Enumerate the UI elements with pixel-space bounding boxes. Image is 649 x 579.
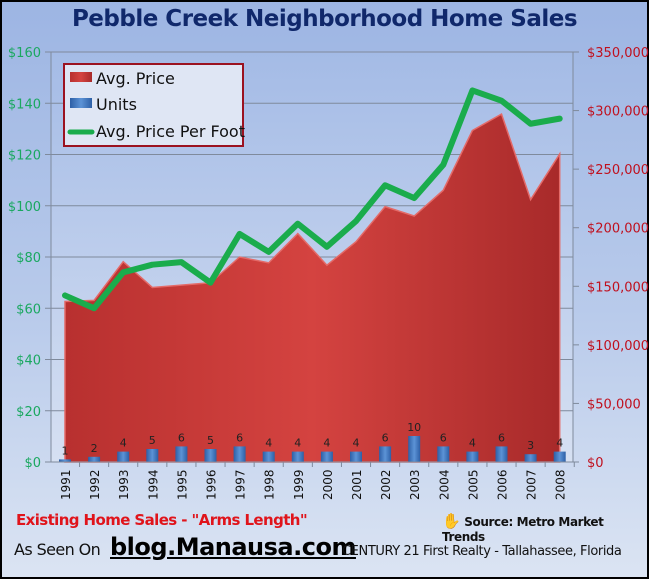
left-axis-tick: $40 [16, 354, 41, 369]
units-bar [146, 449, 159, 462]
x-axis-tick: 1992 [88, 469, 102, 500]
units-bar [59, 459, 71, 462]
x-axis-tick: 1993 [117, 469, 131, 500]
units-label: 2 [91, 442, 98, 455]
units-bar [350, 451, 362, 462]
units-bar [320, 451, 333, 462]
units-bar [553, 451, 566, 462]
x-axis-tick: 2005 [466, 469, 480, 500]
sales-note: Existing Home Sales - "Arms Length" [16, 511, 308, 529]
units-label: 4 [556, 437, 563, 450]
units-bar [437, 446, 450, 462]
left-axis-tick: $100 [8, 200, 41, 215]
x-axis-tick: 1996 [205, 469, 219, 500]
right-axis-tick: $50,000 [587, 397, 641, 412]
x-axis-tick: 2001 [350, 469, 364, 500]
units-label: 5 [149, 434, 156, 447]
units-label: 4 [469, 437, 476, 450]
units-bar [524, 454, 537, 462]
x-axis-tick: 1999 [292, 469, 306, 500]
units-label: 6 [178, 431, 185, 444]
right-axis-tick: $200,000 [587, 222, 649, 237]
left-axis-tick: $80 [16, 251, 41, 266]
x-axis-tick: 2004 [437, 469, 451, 500]
units-bar [117, 451, 130, 462]
units-bar [204, 449, 217, 462]
units-bar [175, 446, 188, 462]
hand-icon: ✋ [442, 512, 461, 530]
units-label: 4 [294, 437, 301, 450]
left-axis-tick: $0 [24, 456, 41, 471]
x-axis-tick: 2007 [525, 469, 539, 500]
left-axis-tick: $160 [8, 46, 41, 61]
units-label: 6 [440, 431, 447, 444]
units-bars: 1 2 4 5 6 5 6 4 4 4 4 6 10 6 4 6 3 4 [59, 421, 566, 462]
x-axis-tick: 1998 [263, 469, 277, 500]
x-axis-tick: 1997 [234, 469, 248, 500]
right-axis-tick: $0 [587, 456, 604, 471]
as-seen-on: As Seen On [14, 540, 101, 559]
units-label: 6 [236, 431, 243, 444]
units-bar [262, 451, 275, 462]
units-bar [88, 456, 101, 462]
x-axis-tick: 1994 [146, 469, 160, 500]
legend-label-price-per-foot: Avg. Price Per Foot [96, 122, 245, 141]
units-label: 4 [353, 437, 360, 450]
price-per-foot-line [62, 87, 563, 312]
company-credit: CENTURY 21 First Realty - Tallahassee, F… [342, 544, 622, 559]
left-axis-tick: $20 [16, 405, 41, 420]
units-bar [408, 436, 421, 462]
units-label: 4 [120, 437, 127, 450]
units-label: 6 [382, 431, 389, 444]
x-axis-tick: 2002 [379, 469, 393, 500]
x-axis-tick: 2003 [408, 469, 422, 500]
x-axis-tick: 1995 [175, 469, 189, 500]
x-axis-tick: 1991 [59, 469, 73, 500]
legend-swatch-units [70, 98, 92, 108]
units-label: 1 [62, 444, 69, 457]
units-label: 6 [498, 431, 505, 444]
blog-link[interactable]: blog.Manausa.com [110, 533, 356, 561]
units-bar [291, 451, 304, 462]
units-bar [233, 446, 246, 462]
units-label: 4 [323, 437, 330, 450]
right-axis-tick: $150,000 [587, 280, 649, 295]
left-axis-tick: $60 [16, 302, 41, 317]
legend-swatch-avg-price [70, 72, 92, 82]
units-label: 4 [265, 437, 272, 450]
source-text: Source: Metro Market Trends [442, 515, 604, 544]
units-label: 5 [207, 434, 214, 447]
legend-label-avg-price: Avg. Price [96, 69, 175, 88]
x-axis-tick: 2008 [554, 469, 568, 500]
units-bar [379, 446, 392, 462]
chart-title: Pebble Creek Neighborhood Home Sales [71, 6, 578, 32]
right-axis-tick: $300,000 [587, 105, 649, 120]
units-label: 10 [407, 421, 421, 434]
right-axis-tick: $350,000 [587, 46, 649, 61]
left-axis-tick: $140 [8, 97, 41, 112]
legend-label-units: Units [96, 95, 137, 114]
axes: $0 $20 $40 $60 $80 $100 $120 $140 $160 $0 $50,000 $… [8, 46, 649, 500]
units-bar [466, 451, 479, 462]
right-axis-tick: $250,000 [587, 163, 649, 178]
units-bar [495, 446, 508, 462]
x-axis-tick: 2006 [496, 469, 510, 500]
right-axis-tick: $100,000 [587, 339, 649, 354]
left-axis-tick: $120 [8, 149, 41, 164]
legend: Avg. Price Units Avg. Price Per Foot [63, 63, 245, 147]
x-axis-tick: 2000 [321, 469, 335, 500]
source-credit: ✋ Source: Metro Market Trends [442, 512, 649, 544]
units-label: 3 [527, 439, 534, 452]
